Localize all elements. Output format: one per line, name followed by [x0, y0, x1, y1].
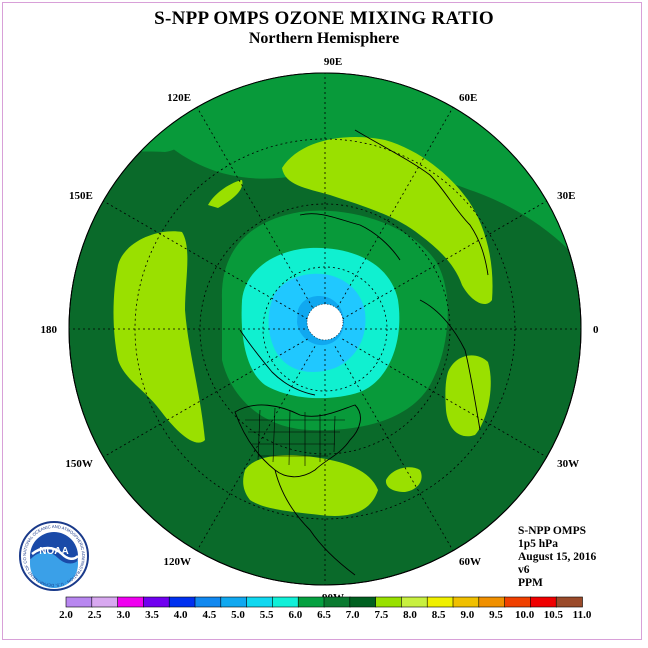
meridian-line	[342, 338, 547, 458]
colorbar-tick-label: 8.0	[403, 609, 417, 621]
colorbar-tick-label: 6.5	[317, 609, 331, 621]
meridian-line	[103, 338, 308, 458]
meridian-line	[342, 200, 547, 320]
meridian-line	[334, 107, 454, 312]
colorbar-tick-label: 4.5	[202, 609, 216, 621]
contour-7-5-south	[243, 455, 378, 516]
contour-7-5-islet	[208, 180, 243, 208]
svg-text:NOAA: NOAA	[39, 546, 68, 557]
colorbar-swatch	[504, 596, 532, 608]
colorbar-tick-label: 2.5	[88, 609, 102, 621]
longitude-label: 60E	[459, 92, 477, 104]
colorbar-tick-label: 8.5	[432, 609, 446, 621]
longitude-label: 150E	[69, 190, 93, 202]
longitude-label: 180	[41, 324, 58, 336]
colorbar-tick-label: 3.0	[116, 609, 130, 621]
info-instrument: S-NPP OMPS	[518, 525, 587, 537]
meridian-line	[196, 346, 316, 551]
longitude-label: 30E	[557, 190, 575, 202]
colorbar-tick-label: 10.0	[515, 609, 535, 621]
meridian-line	[196, 107, 316, 312]
colorbar-swatch	[555, 596, 583, 608]
longitude-label: 0	[593, 324, 599, 336]
noaa-logo-icon: NOAA NATIONAL OCEANIC AND ATMOSPHERIC AD…	[18, 520, 89, 591]
colorbar-swatch	[452, 596, 480, 608]
colorbar-swatch	[246, 596, 274, 608]
colorbar-tick-label: 4.0	[174, 609, 188, 621]
colorbar-swatch	[426, 596, 454, 608]
info-date: August 15, 2016	[518, 551, 597, 563]
colorbar-swatch	[117, 596, 145, 608]
colorbar-swatch	[168, 596, 196, 608]
longitude-label: 90E	[324, 56, 342, 68]
colorbar-tick-label: 2.0	[59, 609, 73, 621]
info-block: S-NPP OMPS 1p5 hPa August 15, 2016 v6 PP…	[518, 525, 596, 590]
colorbar-swatch	[530, 596, 558, 608]
no-data-pole	[306, 303, 344, 341]
colorbar-tick-label: 9.5	[489, 609, 503, 621]
colorbar-swatch	[349, 596, 377, 608]
longitude-label: 120E	[167, 92, 191, 104]
contour-7-5-west	[113, 231, 205, 443]
colorbar-swatch	[323, 596, 351, 608]
colorbar-tick-label: 7.0	[346, 609, 360, 621]
page-subtitle: Northern Hemisphere	[248, 30, 400, 47]
colorbar-swatch	[65, 596, 93, 608]
meridian-line	[103, 200, 308, 320]
colorbar-swatch	[297, 596, 325, 608]
colorbar-swatch	[220, 596, 248, 608]
colorbar-tick-label: 5.5	[260, 609, 274, 621]
colorbar-tick-label: 9.0	[460, 609, 474, 621]
colorbar-tick-label: 3.5	[145, 609, 159, 621]
colorbar-swatch	[91, 596, 119, 608]
info-units: PPM	[518, 577, 543, 589]
colorbar-tick-label: 11.0	[573, 609, 592, 621]
country-grid	[245, 407, 345, 466]
page-title: S-NPP OMPS OZONE MIXING RATIO	[154, 8, 494, 29]
colorbar-swatch	[272, 596, 299, 608]
colorbar-tick-label: 10.5	[544, 609, 564, 621]
longitude-label: 60W	[459, 556, 481, 568]
colorbar-swatch	[401, 596, 428, 608]
coastlines	[234, 129, 489, 576]
colorbar-tick-label: 7.5	[374, 609, 388, 621]
info-level: 1p5 hPa	[518, 538, 558, 550]
colorbar-swatch	[194, 596, 222, 608]
colorbar-tick-label: 5.0	[231, 609, 245, 621]
contour-7-5-southeast	[385, 467, 422, 492]
colorbar-tick-label: 6.0	[288, 609, 302, 621]
contour-7-5-east	[445, 355, 491, 437]
meridians	[69, 73, 581, 585]
meridian-line	[334, 346, 454, 551]
longitude-label: 150W	[65, 458, 93, 470]
colorbar-swatch	[375, 596, 403, 608]
longitude-label: 30W	[557, 458, 579, 470]
longitude-label: 120W	[164, 556, 192, 568]
colorbar-swatch	[478, 596, 506, 608]
info-version: v6	[518, 564, 530, 576]
figure-frame	[2, 2, 642, 640]
contour-7-5-northeast	[282, 137, 493, 305]
colorbar-swatch	[143, 596, 170, 608]
